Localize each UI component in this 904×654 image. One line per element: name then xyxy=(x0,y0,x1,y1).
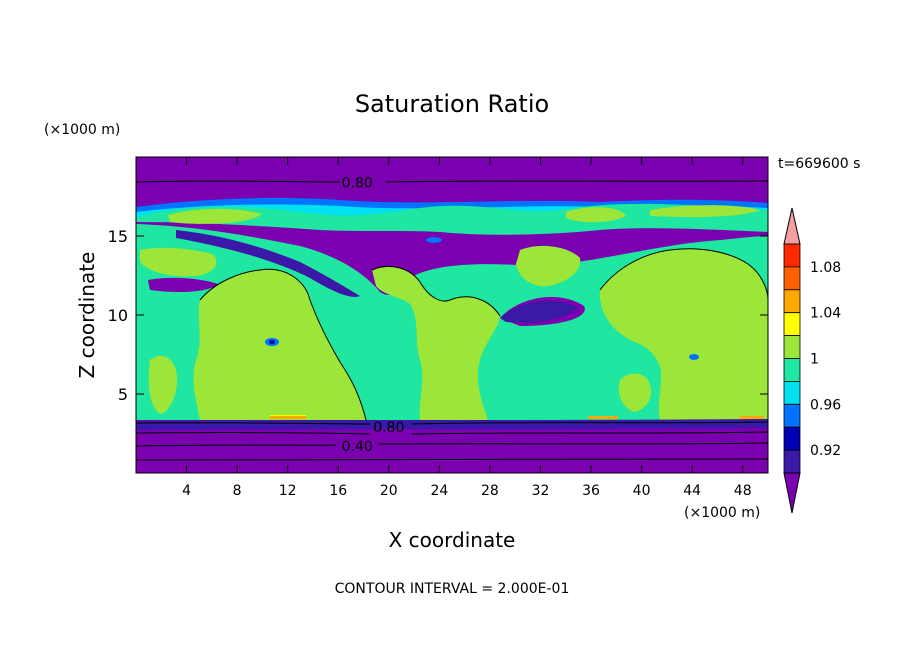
contour-lines xyxy=(136,180,768,461)
contour-interval-note: CONTOUR INTERVAL = 2.000E-01 xyxy=(335,581,570,597)
y-unit-label: (×1000 m) xyxy=(44,122,120,138)
x-axis: 4 8 12 16 20 24 28 32 36 40 44 48 xyxy=(182,157,752,499)
colorbar: 1.08 1.04 1 0.96 0.92 xyxy=(783,207,841,514)
y-axis: 5 10 15 xyxy=(108,227,768,404)
contour-label: 0.80 xyxy=(342,175,373,191)
green-patch-left-upper xyxy=(140,247,217,277)
colorbar-bin xyxy=(783,358,801,382)
colorbar-bin xyxy=(783,426,801,451)
blue-spot-3 xyxy=(426,237,442,243)
contour-020-bottom xyxy=(136,458,768,461)
colorbar-bin xyxy=(783,335,801,359)
colorbar-tick-label: 0.96 xyxy=(810,397,841,413)
y-tick-label: 10 xyxy=(108,306,128,325)
blue-spot-1-core xyxy=(269,340,275,344)
orange-strip-1 xyxy=(270,416,306,419)
contour-cloud-right xyxy=(599,248,768,301)
colorbar-bin xyxy=(783,449,801,474)
colorbar-bin xyxy=(783,403,801,428)
colorbar-tick-label: 1.04 xyxy=(810,306,841,322)
x-tick-label: 28 xyxy=(481,483,499,499)
orange-strip-3 xyxy=(740,416,764,419)
x-tick-label: 16 xyxy=(329,483,347,499)
contour-080-top xyxy=(136,180,768,183)
colorbar-bin xyxy=(783,380,801,405)
yellow-strip-1 xyxy=(270,415,306,416)
chart-title: Saturation Ratio xyxy=(355,90,549,118)
x-tick-label: 48 xyxy=(734,483,752,499)
contour-label-layer: 0.800.800.40 xyxy=(342,175,405,455)
contour-070-bottom xyxy=(136,431,768,435)
y-tick-label: 15 xyxy=(108,227,128,246)
x-tick-label: 32 xyxy=(532,483,550,499)
colorbar-tick-label: 0.92 xyxy=(810,443,841,459)
green-patch-top-3 xyxy=(650,205,760,218)
colorbar-bin xyxy=(783,289,801,314)
time-label: t=669600 s xyxy=(778,156,860,172)
contour-field: 0.800.800.40 xyxy=(136,157,768,473)
green-patch-right-lower xyxy=(618,373,652,412)
green-cloud-left xyxy=(193,269,366,420)
colorbar-over-triangle xyxy=(783,207,801,245)
x-tick-label: 40 xyxy=(633,483,651,499)
green-patch-top-1 xyxy=(168,208,262,224)
orange-strip-2 xyxy=(588,416,618,419)
green-cloud-center xyxy=(372,266,500,420)
colorbar-tick-label: 1.08 xyxy=(810,260,841,276)
colorbar-bin xyxy=(783,312,801,337)
contour-label: 0.80 xyxy=(373,420,404,436)
green-cloud-right xyxy=(599,248,768,420)
green-patch-center-upper xyxy=(516,245,581,287)
x-tick-label: 20 xyxy=(380,483,398,499)
colorbar-bin xyxy=(783,266,801,291)
x-unit-label: (×1000 m) xyxy=(684,505,760,521)
colorbar-tick-label: 1 xyxy=(810,352,819,368)
contour-080-bottom xyxy=(136,421,768,425)
x-axis-label: X coordinate xyxy=(389,528,516,552)
colorbar-under-triangle xyxy=(783,472,801,514)
x-tick-label: 36 xyxy=(582,483,600,499)
green-patch-top-2 xyxy=(566,207,626,223)
green-patch-center-lower xyxy=(428,359,458,408)
colorbar-bin xyxy=(783,243,801,268)
region-090-092-center xyxy=(500,301,578,323)
region-090-092-lower xyxy=(136,419,768,430)
y-axis-label: Z coordinate xyxy=(75,252,99,379)
contour-cloud-center xyxy=(371,266,501,317)
x-tick-label: 8 xyxy=(233,483,242,499)
region-below-090-left xyxy=(148,277,218,292)
y-tick-label: 5 xyxy=(118,385,128,404)
x-tick-label: 12 xyxy=(279,483,297,499)
x-tick-label: 24 xyxy=(430,483,448,499)
blue-spot-2 xyxy=(689,354,699,360)
x-tick-label: 4 xyxy=(182,483,191,499)
region-090-092-mid xyxy=(176,230,360,297)
region-below-090-mid xyxy=(136,222,768,295)
green-patch-edge xyxy=(148,355,178,414)
x-tick-label: 44 xyxy=(683,483,701,499)
contour-040-bottom xyxy=(136,442,768,447)
contour-label: 0.40 xyxy=(342,439,373,455)
contour-cloud-left xyxy=(199,268,367,421)
